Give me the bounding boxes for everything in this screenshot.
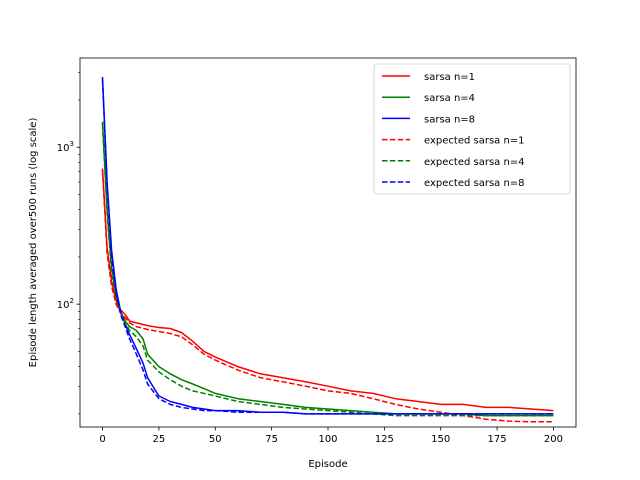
series-lines bbox=[101, 76, 554, 423]
x-tick-label: 0 bbox=[99, 434, 105, 445]
x-tick-label: 200 bbox=[544, 434, 563, 445]
series-line-1 bbox=[101, 168, 554, 412]
x-tick-label: 25 bbox=[153, 434, 166, 445]
x-tick-label: 100 bbox=[318, 434, 337, 445]
y-axis: 102 103 bbox=[57, 71, 80, 415]
series-line-4 bbox=[101, 169, 554, 423]
legend: sarsa n=1 sarsa n=4 sarsa n=8 expected sars… bbox=[373, 63, 571, 195]
x-tick-label: 125 bbox=[375, 434, 394, 445]
y-tick-label: 103 bbox=[57, 140, 74, 154]
series-line-6 bbox=[101, 79, 554, 415]
legend-label: expected sarsa n=4 bbox=[424, 157, 525, 168]
x-tick-label: 175 bbox=[488, 434, 507, 445]
x-tick-label: 150 bbox=[431, 434, 450, 445]
legend-label: sarsa n=1 bbox=[424, 72, 475, 83]
y-axis-title: Episode length averaged over500 runs (lo… bbox=[28, 118, 39, 368]
x-tick-label: 75 bbox=[265, 434, 278, 445]
x-tick-label: 50 bbox=[209, 434, 222, 445]
legend-label: sarsa n=8 bbox=[424, 114, 475, 125]
y-tick-label: 102 bbox=[57, 297, 74, 311]
legend-box bbox=[373, 63, 571, 195]
x-axis-title: Episode bbox=[308, 459, 347, 470]
series-line-5 bbox=[101, 124, 554, 417]
legend-label: sarsa n=4 bbox=[424, 93, 475, 104]
x-axis: 0 25 50 75 100 125 150 175 200 bbox=[99, 427, 563, 445]
legend-label: expected sarsa n=8 bbox=[424, 178, 525, 189]
legend-label: expected sarsa n=1 bbox=[424, 136, 525, 147]
